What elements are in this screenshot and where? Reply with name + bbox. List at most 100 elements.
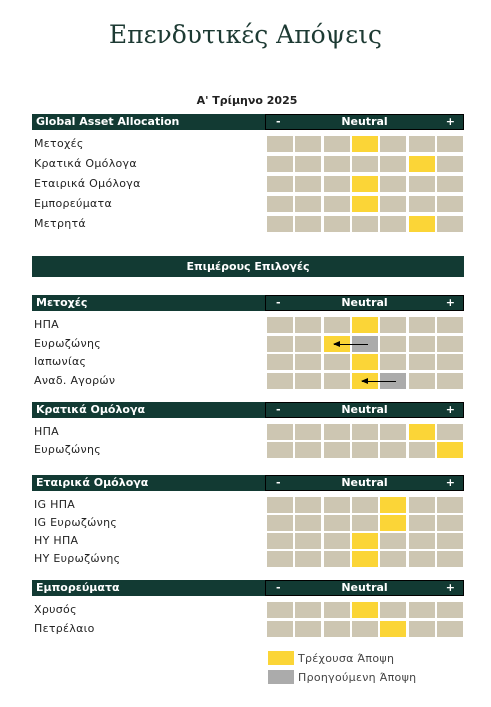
- scale-plus: +: [445, 476, 455, 489]
- scale-cell: [408, 497, 435, 513]
- scale-cell: [323, 354, 350, 370]
- scale-cell: [267, 335, 293, 352]
- scale-cell: [408, 602, 435, 618]
- scale-plus: +: [445, 581, 455, 594]
- scale-cell: [295, 533, 322, 549]
- scale-cell: [351, 424, 378, 440]
- row-label: Ιαπωνίας: [34, 355, 87, 368]
- scale-cell: [323, 602, 350, 618]
- current-view-cell: [351, 317, 378, 333]
- scale-header: - Neutral +: [265, 475, 464, 491]
- page-title: Επενδυτικές Απόψεις: [108, 20, 383, 49]
- scale-neutral: Neutral: [341, 403, 388, 416]
- scale-cell: [436, 515, 463, 531]
- scale-cell: [323, 551, 350, 567]
- scale-cell: [380, 156, 407, 172]
- scale-header: - Neutral +: [265, 114, 464, 130]
- row-label: HY Ευρωζώνης: [34, 552, 121, 565]
- scale-cell: [323, 176, 350, 192]
- section-header: Global Asset Allocation - Neutral +: [32, 114, 464, 130]
- scale-cell: [295, 136, 322, 152]
- scale-cell: [323, 497, 350, 513]
- scale-cell: [323, 196, 350, 212]
- scale-cell: [380, 442, 407, 458]
- row-label: Χρυσός: [34, 603, 77, 616]
- scale-cell: [323, 515, 350, 531]
- scale-cell: [295, 551, 322, 567]
- current-view-cell: [408, 156, 435, 172]
- row-label: Μετρητά: [34, 217, 86, 230]
- current-view-cell: [351, 551, 378, 567]
- scale-cell: [436, 335, 463, 352]
- scale-cell: [380, 216, 407, 232]
- scale-cell: [267, 216, 293, 232]
- scale-cell: [295, 216, 322, 232]
- scale-minus: -: [276, 403, 281, 416]
- scale-cell: [267, 497, 293, 513]
- current-view-cell: [380, 515, 407, 531]
- section-title: Εταιρικά Ομόλογα: [36, 476, 149, 489]
- scale-cell: [436, 621, 463, 637]
- section-header: Κρατικά Ομόλογα - Neutral +: [32, 402, 464, 418]
- scale-cell: [436, 136, 463, 152]
- scale-cell: [295, 372, 322, 389]
- scale-minus: -: [276, 581, 281, 594]
- scale-cell: [295, 602, 322, 618]
- legend-previous-swatch: [268, 670, 294, 684]
- scale-minus: -: [276, 296, 281, 309]
- section-title: Εμπορεύματα: [36, 581, 120, 594]
- scale-cell: [408, 372, 435, 389]
- scale-cell: [351, 515, 378, 531]
- current-view-cell: [351, 533, 378, 549]
- section-title: Global Asset Allocation: [36, 115, 180, 128]
- current-view-cell: [351, 602, 378, 618]
- legend-current-swatch: [268, 651, 294, 665]
- row-label: IG Ευρωζώνης: [34, 516, 118, 529]
- scale-cell: [267, 176, 293, 192]
- scale-cell: [436, 317, 463, 333]
- scale-cell: [267, 442, 293, 458]
- scale-cell: [436, 196, 463, 212]
- scale-header: - Neutral +: [265, 580, 464, 596]
- legend-current-label: Τρέχουσα Άποψη: [298, 652, 395, 665]
- row-label: Εταιρικά Ομόλογα: [34, 177, 141, 190]
- current-view-cell: [380, 497, 407, 513]
- scale-cell: [351, 156, 378, 172]
- scale-cell: [295, 442, 322, 458]
- scale-cell: [323, 621, 350, 637]
- section-title: Μετοχές: [36, 296, 88, 309]
- scale-neutral: Neutral: [341, 581, 388, 594]
- scale-cell: [295, 317, 322, 333]
- scale-cell: [267, 136, 293, 152]
- section-title: Κρατικά Ομόλογα: [36, 403, 146, 416]
- row-label: Κρατικά Ομόλογα: [34, 157, 137, 170]
- scale-cell: [323, 372, 350, 389]
- current-view-cell: [408, 216, 435, 232]
- section-header: Μετοχές - Neutral +: [32, 295, 464, 311]
- scale-cell: [295, 354, 322, 370]
- scale-cell: [380, 533, 407, 549]
- row-label: ΗΠΑ: [34, 318, 59, 331]
- scale-cell: [351, 216, 378, 232]
- scale-cell: [323, 317, 350, 333]
- scale-cell: [323, 156, 350, 172]
- row-label: Μετοχές: [34, 137, 84, 150]
- scale-cell: [351, 442, 378, 458]
- scale-cell: [380, 424, 407, 440]
- section-header: Εταιρικά Ομόλογα - Neutral +: [32, 475, 464, 491]
- scale-cell: [408, 515, 435, 531]
- scale-cell: [436, 551, 463, 567]
- current-view-cell: [408, 424, 435, 440]
- scale-cell: [267, 196, 293, 212]
- scale-cell: [267, 317, 293, 333]
- current-view-cell: [436, 442, 463, 458]
- current-view-cell: [351, 176, 378, 192]
- scale-cell: [436, 497, 463, 513]
- scale-cell: [408, 196, 435, 212]
- scale-cell: [267, 156, 293, 172]
- scale-cell: [267, 372, 293, 389]
- shift-arrow-icon: [332, 340, 368, 347]
- scale-cell: [295, 621, 322, 637]
- scale-cell: [323, 136, 350, 152]
- current-view-cell: [351, 196, 378, 212]
